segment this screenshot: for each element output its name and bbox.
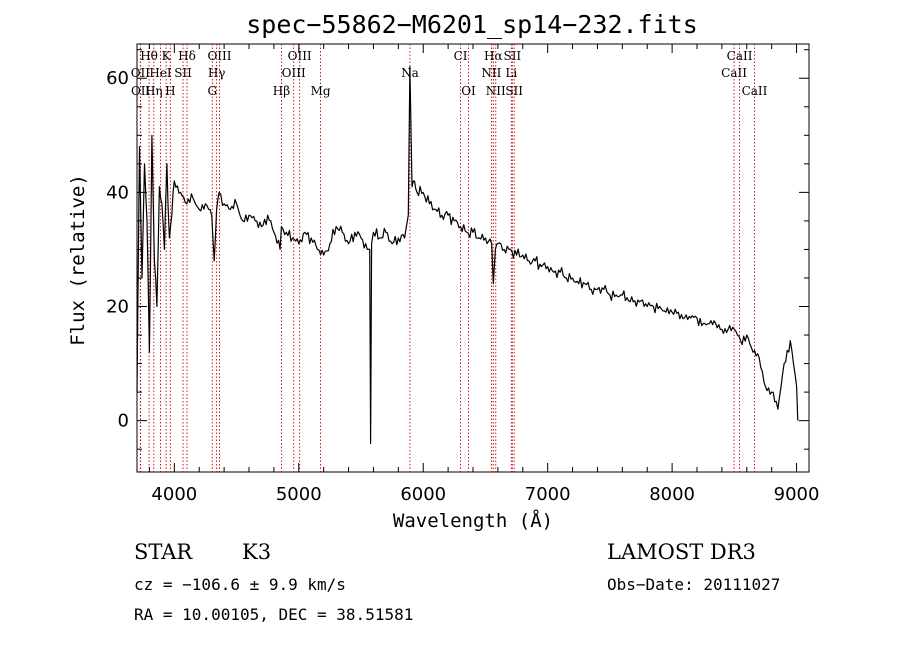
- chart-title: spec−55862−M6201_sp14−232.fits: [246, 10, 698, 39]
- redshift-velocity: cz = −106.6 ± 9.9 km/s: [134, 575, 346, 594]
- axis-ticks: 4000 5000 6000 7000 8000 9000 0 20 40 60: [106, 44, 819, 505]
- spectral-line-label: CI: [454, 49, 468, 63]
- spectral-line-label: OIII: [282, 66, 306, 80]
- spectral-line-label: OII: [131, 66, 151, 80]
- survey-name: LAMOST DR3: [607, 540, 756, 564]
- object-class: STAR: [134, 540, 193, 564]
- spectral-line-label: K: [162, 49, 172, 63]
- y-axis-title: Flux (relative): [67, 174, 89, 346]
- spectral-line-markers: [139, 44, 755, 472]
- spectral-line-label: CaII: [742, 84, 768, 98]
- x-tick-label: 7000: [525, 484, 571, 505]
- observation-date: Obs−Date: 20111027: [607, 575, 780, 594]
- spectral-line-label: Hα: [484, 49, 503, 63]
- spectral-line-label: CaII: [727, 49, 753, 63]
- spectral-line-label: G: [207, 84, 217, 98]
- spectral-line-label: SII: [505, 84, 523, 98]
- spectral-line-label: NII: [481, 66, 501, 80]
- spectral-line-label: Hθ: [140, 49, 158, 63]
- spectral-line-label: HeI: [149, 66, 172, 80]
- object-subclass: K3: [242, 540, 271, 564]
- spectral-line-label: CaII: [721, 66, 747, 80]
- y-tick-label: 20: [106, 297, 129, 318]
- spectral-line-label: OII: [131, 84, 151, 98]
- spectral-line-label: SII: [503, 49, 521, 63]
- spectral-line-label: OIII: [288, 49, 312, 63]
- x-tick-label: 9000: [774, 484, 820, 505]
- x-tick-label: 8000: [649, 484, 695, 505]
- x-axis-title: Wavelength (Å): [393, 509, 553, 532]
- spectral-line-label: OI: [461, 84, 476, 98]
- sky-coordinates: RA = 10.00105, DEC = 38.51581: [134, 605, 413, 624]
- spectral-line-label: Hγ: [208, 66, 226, 80]
- x-tick-label: 5000: [276, 484, 322, 505]
- plot-frame: [136, 43, 810, 473]
- spectral-line-label: H: [165, 84, 175, 98]
- spectral-line-label: Hβ: [273, 84, 290, 98]
- spectral-line-label: Li: [505, 66, 517, 80]
- y-tick-label: 60: [106, 68, 129, 89]
- spectral-line-label: NII: [486, 84, 506, 98]
- spectral-line-label: SII: [174, 66, 192, 80]
- x-tick-label: 6000: [400, 484, 446, 505]
- spectral-line-label: Mg: [311, 84, 331, 98]
- y-tick-label: 40: [106, 182, 129, 203]
- spectral-line-label: Hδ: [178, 49, 196, 63]
- spectrum-line: [136, 66, 799, 445]
- y-tick-label: 0: [118, 411, 129, 432]
- spectral-line-label: Hη: [145, 84, 163, 98]
- spectral-line-label: OIII: [207, 49, 231, 63]
- x-tick-label: 4000: [151, 484, 197, 505]
